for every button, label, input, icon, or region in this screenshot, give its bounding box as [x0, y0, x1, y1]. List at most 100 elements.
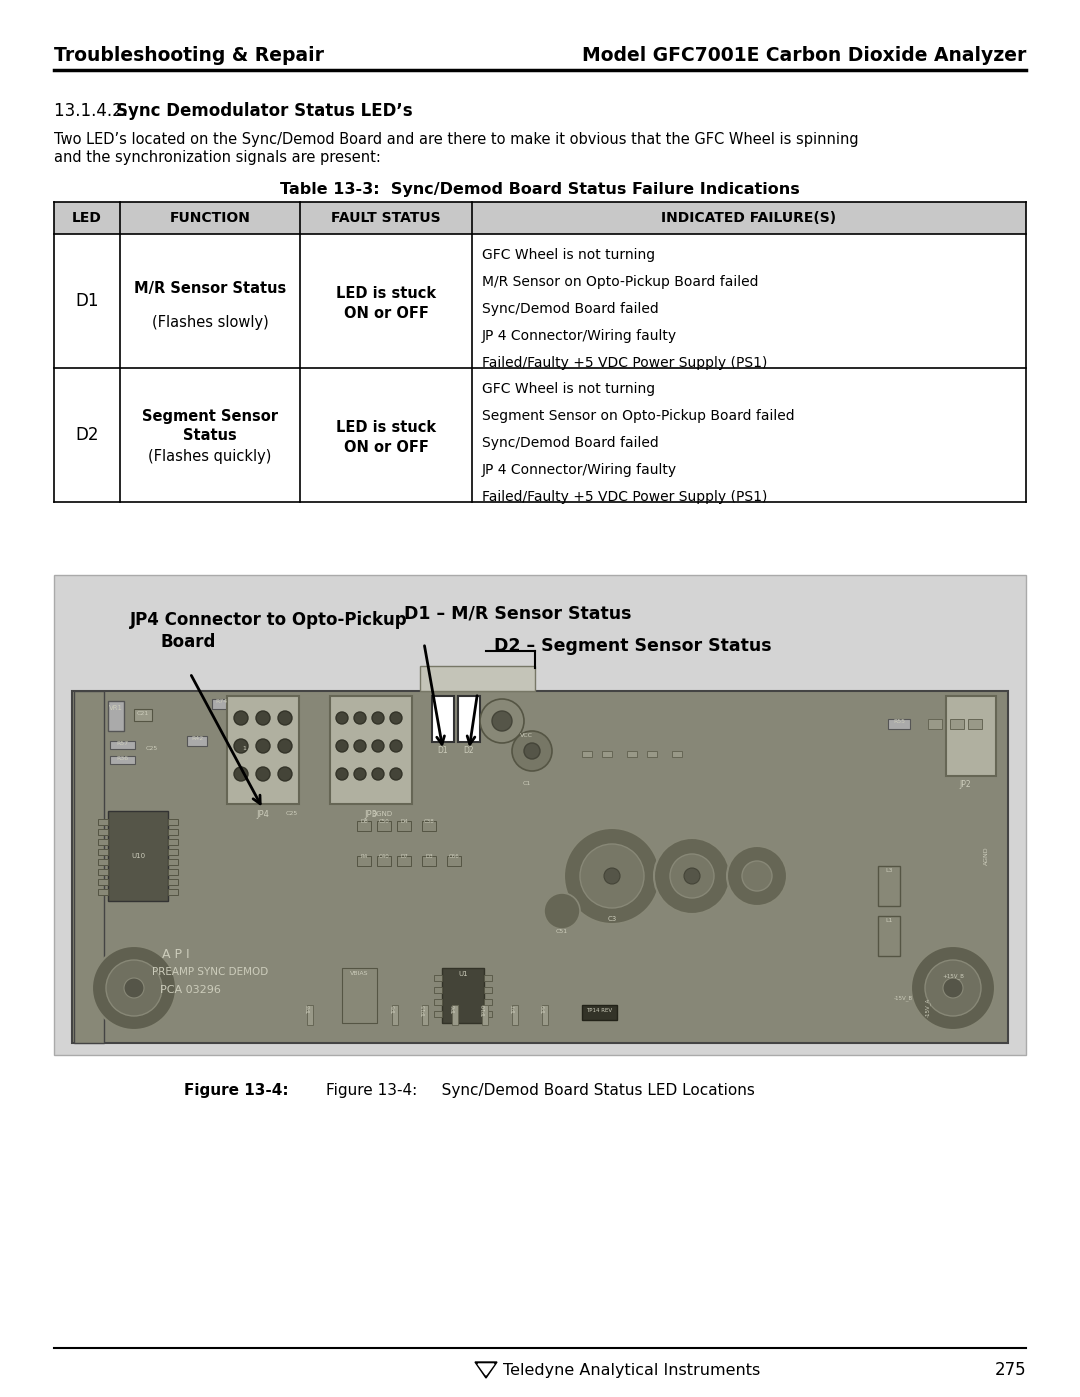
Text: 1: 1 — [242, 746, 246, 752]
Bar — [54, 576, 1026, 1055]
Bar — [888, 719, 910, 729]
Text: TP14 REV: TP14 REV — [586, 1009, 612, 1013]
Text: Sync/Demod Board failed: Sync/Demod Board failed — [482, 302, 659, 316]
Text: (Flashes quickly): (Flashes quickly) — [148, 450, 272, 464]
Text: A P I: A P I — [162, 949, 190, 961]
Text: C21: C21 — [137, 711, 149, 717]
Text: D8: D8 — [360, 819, 368, 824]
Text: Failed/Faulty +5 VDC Power Supply (PS1): Failed/Faulty +5 VDC Power Supply (PS1) — [482, 356, 768, 370]
Circle shape — [742, 861, 772, 891]
Bar — [168, 849, 178, 855]
Circle shape — [512, 731, 552, 771]
Circle shape — [256, 767, 270, 781]
Text: DGND: DGND — [372, 812, 392, 817]
Circle shape — [580, 844, 644, 908]
Polygon shape — [478, 1363, 494, 1375]
Text: D3: D3 — [426, 854, 433, 859]
Circle shape — [924, 960, 981, 1016]
Circle shape — [390, 768, 402, 780]
Bar — [434, 999, 442, 1004]
Text: -15V_A: -15V_A — [926, 997, 931, 1017]
Text: Teledyne Analytical Instruments: Teledyne Analytical Instruments — [503, 1362, 760, 1377]
Text: U10: U10 — [131, 854, 145, 859]
Bar — [484, 988, 492, 993]
Bar — [422, 1004, 428, 1025]
Text: JP2: JP2 — [959, 780, 971, 789]
Text: LED is stuck: LED is stuck — [336, 419, 436, 434]
Text: -15V_B: -15V_B — [893, 995, 913, 1000]
Bar — [602, 752, 612, 757]
Text: Two LED’s located on the Sync/Demod Board and are there to make it obvious that : Two LED’s located on the Sync/Demod Boar… — [54, 131, 859, 147]
Circle shape — [336, 768, 348, 780]
Bar — [434, 988, 442, 993]
Circle shape — [604, 868, 620, 884]
Bar — [484, 999, 492, 1004]
Text: and the synchronization signals are present:: and the synchronization signals are pres… — [54, 149, 381, 165]
Bar — [168, 879, 178, 886]
Bar — [377, 856, 391, 866]
Circle shape — [390, 740, 402, 752]
Text: C50: C50 — [379, 819, 390, 824]
Text: D2: D2 — [463, 746, 474, 754]
Circle shape — [336, 740, 348, 752]
Text: JP4: JP4 — [257, 810, 269, 819]
Circle shape — [278, 767, 292, 781]
Bar — [98, 879, 108, 886]
Text: L3: L3 — [886, 868, 893, 873]
Bar — [98, 840, 108, 845]
Text: R74: R74 — [216, 698, 228, 704]
Text: INDICATED FAILURE(S): INDICATED FAILURE(S) — [661, 211, 837, 225]
Circle shape — [234, 767, 248, 781]
Circle shape — [654, 838, 730, 914]
Circle shape — [372, 740, 384, 752]
Text: C25: C25 — [286, 812, 298, 816]
Text: FUNCTION: FUNCTION — [170, 211, 251, 225]
Bar — [187, 736, 207, 746]
Text: Model GFC7001E Carbon Dioxide Analyzer: Model GFC7001E Carbon Dioxide Analyzer — [582, 46, 1026, 66]
Bar — [54, 203, 1026, 235]
Text: C66: C66 — [448, 854, 459, 859]
Circle shape — [390, 712, 402, 724]
Bar — [582, 752, 592, 757]
Bar — [542, 1004, 548, 1025]
Text: 275: 275 — [995, 1361, 1026, 1379]
Bar — [98, 828, 108, 835]
Bar — [168, 888, 178, 895]
Text: M/R Sensor on Opto-Pickup Board failed: M/R Sensor on Opto-Pickup Board failed — [482, 275, 758, 289]
Text: R36: R36 — [116, 756, 129, 761]
Bar — [134, 710, 152, 721]
Text: LED: LED — [72, 211, 102, 225]
Circle shape — [256, 711, 270, 725]
Bar — [75, 692, 104, 1044]
Text: ON or OFF: ON or OFF — [343, 440, 429, 454]
Circle shape — [256, 739, 270, 753]
Text: TP9: TP9 — [542, 1004, 548, 1014]
Text: VBIAS: VBIAS — [350, 971, 368, 977]
Circle shape — [564, 828, 660, 923]
Bar — [946, 696, 996, 775]
Bar — [98, 869, 108, 875]
Text: TP15: TP15 — [422, 1004, 428, 1017]
Circle shape — [480, 698, 524, 743]
Bar — [647, 752, 657, 757]
Bar — [447, 856, 461, 866]
Bar — [484, 1011, 492, 1017]
Text: M/R Sensor Status: M/R Sensor Status — [134, 282, 286, 296]
Circle shape — [943, 978, 963, 997]
Text: Segment Sensor: Segment Sensor — [141, 409, 278, 425]
Bar — [458, 696, 480, 742]
Bar — [377, 821, 391, 831]
Text: JP3: JP3 — [365, 810, 378, 819]
Text: C40: C40 — [379, 854, 390, 859]
Circle shape — [336, 712, 348, 724]
Bar — [98, 819, 108, 826]
Bar — [212, 698, 232, 710]
Bar — [432, 696, 454, 742]
Circle shape — [92, 946, 176, 1030]
Text: R4: R4 — [361, 854, 367, 859]
Circle shape — [684, 868, 700, 884]
Text: Table 13-3:  Sync/Demod Board Status Failure Indications: Table 13-3: Sync/Demod Board Status Fail… — [280, 182, 800, 197]
Circle shape — [354, 712, 366, 724]
Text: R42: R42 — [191, 736, 203, 740]
Bar — [672, 752, 681, 757]
